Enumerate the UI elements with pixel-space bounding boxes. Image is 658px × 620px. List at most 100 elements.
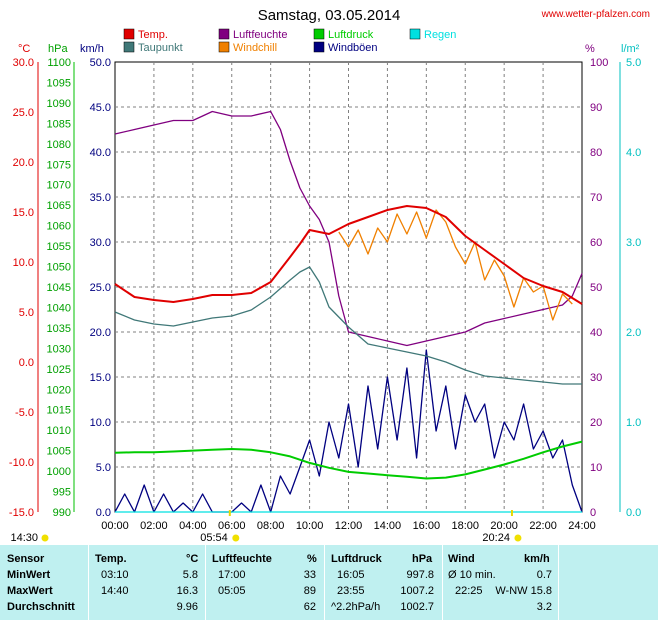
- legend: Temp. Luftfeuchte Luftdruck Regen Taupunkt Wi…: [123, 28, 456, 54]
- wind-tick-label: 5.0: [96, 462, 111, 474]
- temp-tick-label: 30.0: [13, 57, 34, 69]
- hum-tick-label: 40: [590, 327, 602, 339]
- row-label: MinWert: [7, 569, 51, 581]
- series-line-taupunkt: [114, 266, 582, 385]
- temp-tick-label: 15.0: [13, 207, 34, 219]
- press-tick-label: 1005: [47, 446, 71, 458]
- press-tick-label: 1085: [47, 118, 71, 130]
- legend-label: Taupunkt: [138, 42, 183, 54]
- hum-tick-label: 10: [590, 462, 602, 474]
- divider: [324, 545, 325, 620]
- cell-hum-val: 89: [303, 585, 316, 597]
- hdr-wind-unit: km/h: [524, 553, 550, 565]
- x-tick-label: 02:00: [140, 520, 168, 532]
- hdr-press: Luftdruck: [331, 553, 382, 565]
- x-tick-label: 24:00: [568, 520, 596, 532]
- press-tick-label: 995: [53, 487, 71, 499]
- temp-tick-label: -10.0: [9, 457, 34, 469]
- hum-tick-label: 70: [590, 192, 602, 204]
- chart-title: Samstag, 03.05.2014: [258, 7, 401, 24]
- temp-tick-label: 20.0: [13, 157, 34, 169]
- cell-temp-val: 5.8: [182, 569, 198, 581]
- temp-tick-label: 0.0: [19, 357, 34, 369]
- rain-tick-label: 5.0: [626, 57, 641, 69]
- wind-tick-label: 30.0: [90, 237, 111, 249]
- press-tick-label: 1015: [47, 405, 71, 417]
- press-tick-label: 1080: [47, 139, 71, 151]
- cell-wind-time: Ø 10 min.: [448, 569, 496, 581]
- wind-tick-label: 15.0: [90, 372, 111, 384]
- legend-label: Temp.: [138, 29, 168, 41]
- x-tick-label: 18:00: [451, 520, 479, 532]
- cell-press-time: 23:55: [337, 585, 365, 597]
- series-line-windchill: [338, 209, 573, 321]
- sunrise-label: 05:54: [200, 532, 228, 544]
- wind-unit-label: km/h: [80, 43, 104, 55]
- hdr-hum: Luftfeuchte: [212, 553, 272, 565]
- hdr-hum-unit: %: [307, 553, 317, 565]
- press-tick-label: 1035: [47, 323, 71, 335]
- hum-tick-label: 90: [590, 102, 602, 114]
- press-tick-label: 1030: [47, 343, 71, 355]
- divider: [558, 545, 559, 620]
- press-tick-label: 1065: [47, 200, 71, 212]
- cell-hum-val: 33: [303, 569, 316, 581]
- cell-press-time: 16:05: [337, 569, 365, 581]
- cell-temp-val: 9.96: [176, 601, 198, 613]
- temp-unit-label: °C: [18, 43, 30, 55]
- cell-hum-val: 62: [303, 601, 316, 613]
- legend-swatch: [123, 41, 135, 53]
- press-tick-label: 1090: [47, 98, 71, 110]
- series-lines: [114, 110, 583, 513]
- sunset-label: 20:24: [482, 532, 510, 544]
- x-tick-label: 06:00: [218, 520, 246, 532]
- x-tick-label: 08:00: [257, 520, 285, 532]
- stats-table: Sensor Temp. °C Luftfeuchte % Luftdruck …: [0, 545, 658, 620]
- temp-tick-label: -15.0: [9, 507, 34, 519]
- grid: [114, 61, 583, 513]
- sun-markers: 05:54 20:24 14:30: [10, 510, 522, 544]
- press-tick-label: 1070: [47, 180, 71, 192]
- hum-tick-label: 20: [590, 417, 602, 429]
- legend-swatch: [313, 28, 325, 40]
- temp-tick-label: 25.0: [13, 107, 34, 119]
- cell-press-val: 997.8: [406, 569, 434, 581]
- press-tick-label: 1095: [47, 77, 71, 89]
- press-tick-label: 1020: [47, 384, 71, 396]
- wind-tick-label: 25.0: [90, 282, 111, 294]
- hdr-temp-unit: °C: [186, 553, 199, 565]
- wind-tick-label: 0.0: [96, 507, 111, 519]
- legend-label: Windböen: [328, 42, 378, 54]
- wind-tick-label: 20.0: [90, 327, 111, 339]
- legend-label: Regen: [424, 29, 456, 41]
- rain-unit-label: l/m²: [621, 43, 640, 55]
- hum-tick-label: 100: [590, 57, 608, 69]
- press-unit-label: hPa: [48, 43, 68, 55]
- hum-tick-label: 60: [590, 237, 602, 249]
- hdr-temp: Temp.: [95, 553, 127, 565]
- cell-press-time: ^2.2hPa/h: [331, 601, 381, 613]
- series-line-luftfeuchte: [114, 110, 583, 347]
- cell-temp-time: 14:40: [101, 585, 129, 597]
- row-label: MaxWert: [7, 585, 53, 597]
- x-tick-label: 04:00: [179, 520, 207, 532]
- press-tick-label: 1000: [47, 466, 71, 478]
- cell-press-val: 1007.2: [400, 585, 434, 597]
- cell-wind-val: 3.2: [536, 601, 552, 613]
- x-tick-label: 00:00: [101, 520, 129, 532]
- press-tick-label: 1025: [47, 364, 71, 376]
- x-tick-label: 14:00: [374, 520, 402, 532]
- cell-hum-time: 17:00: [218, 569, 246, 581]
- hum-tick-label: 0: [590, 507, 596, 519]
- legend-swatch: [218, 41, 230, 53]
- rain-tick-label: 3.0: [626, 237, 641, 249]
- temp-tick-label: 5.0: [19, 307, 34, 319]
- wind-tick-label: 10.0: [90, 417, 111, 429]
- legend-label: Windchill: [233, 42, 277, 54]
- hum-tick-label: 30: [590, 372, 602, 384]
- cell-hum-time: 05:05: [218, 585, 246, 597]
- divider: [442, 545, 443, 620]
- row-label: Durchschnitt: [7, 601, 75, 613]
- x-tick-label: 12:00: [335, 520, 363, 532]
- site-label: www.wetter-pfalzen.com: [541, 9, 650, 20]
